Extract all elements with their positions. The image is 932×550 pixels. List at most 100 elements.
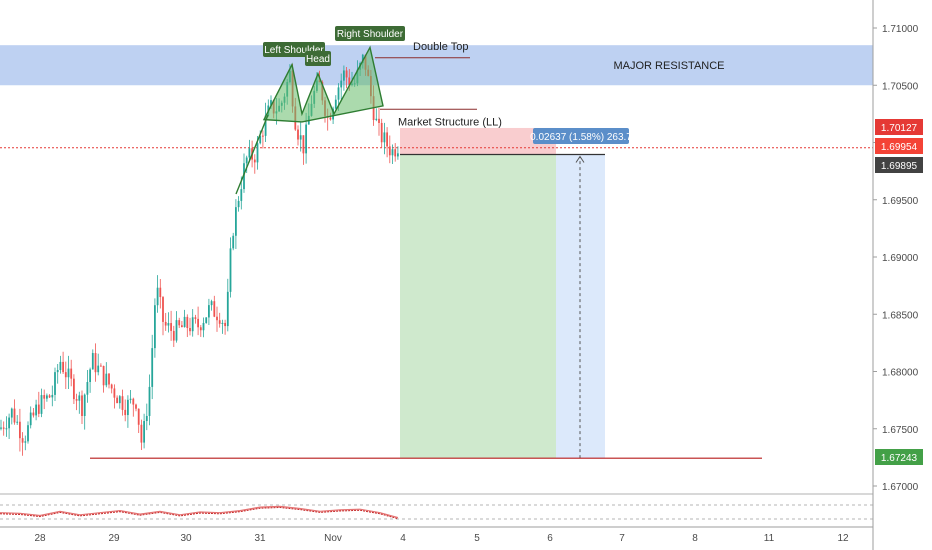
double-top-label: Double Top [413,41,468,53]
candle-body [156,287,159,306]
candle-body [218,320,221,324]
badge-current-text: 1.69954 [881,142,918,153]
right-shoulder-label: Right Shoulder [337,29,404,40]
candle-body [186,316,189,328]
candle-body [208,305,210,318]
measure-label: 0.02637 (1.58%) 263.7 [530,132,632,143]
candle-body [305,124,307,154]
candle-body [216,316,218,321]
candle-body [151,348,154,387]
candle-body [164,321,167,326]
head-label: Head [306,54,330,65]
candle-body [70,368,73,379]
candle-body [202,322,205,331]
candle-body [181,325,183,328]
candle-body [264,115,267,136]
candle-body [43,395,46,399]
measure-arrowhead [575,155,585,163]
x-tick-label: 28 [34,533,46,544]
badge-stop-text: 1.70127 [881,123,918,134]
candle-body [143,421,145,443]
right-shoulder-tag: Right Shoulder [335,26,405,41]
candle-body [154,305,156,349]
candle-body [40,395,43,414]
candle-body [124,409,127,416]
candle-body [129,398,132,400]
candle-body [232,235,235,249]
candle-body [199,327,202,331]
candle-body [110,384,113,389]
candle-body [78,395,81,401]
x-tick-label: 4 [400,533,406,544]
candle-body [378,118,380,123]
candle-body [243,163,245,190]
candle-body [13,408,16,423]
target-zone [400,154,556,459]
oscillator-line-b [0,506,399,520]
badge-stop: 1.70127 [875,119,923,135]
candle-body [262,135,264,137]
badge-target: 1.67243 [875,449,923,465]
candle-body [35,404,37,416]
x-tick-label: 30 [180,533,192,544]
candle-body [59,361,62,371]
candle-body [343,70,345,81]
oscillator-line-a [0,505,399,519]
candle-body [62,361,64,373]
market-structure-label: Market Structure (LL) [398,116,502,128]
candle-body [159,287,162,298]
candle-body [37,404,40,414]
candle-body [108,373,110,385]
candle-body [197,318,199,328]
candle-body [97,365,100,373]
x-tick-label: 12 [837,533,849,544]
candle-body [0,427,2,429]
head-shoulders-pattern [262,45,384,123]
candle-body [86,382,89,395]
candle-body [167,323,170,326]
candle-body [100,365,102,367]
candle-body [170,323,172,331]
candle-body [380,122,383,143]
resistance-label: MAJOR RESISTANCE [613,60,724,72]
candle-body [113,388,116,398]
y-tick-label: 1.67000 [882,482,919,493]
candle-body [162,297,164,322]
uptrend-line [235,114,269,195]
candle-body [148,386,151,416]
candle-body [172,330,175,341]
candle-body [226,291,229,327]
candle-body [329,117,332,120]
candle-body [8,417,10,429]
candle-body [132,398,135,405]
x-tick-label: 6 [547,533,553,544]
candle-body [253,159,256,163]
y-tick-label: 1.70500 [882,81,919,92]
badge-target-text: 1.67243 [881,453,918,464]
candle-body [191,317,194,332]
candle-body [51,394,54,398]
candle-body [245,157,248,164]
candle-body [89,369,91,383]
stop-zone [400,127,556,155]
candle-body [29,412,32,426]
x-tick-label: 7 [619,533,625,544]
candle-body [64,372,67,378]
candle-body [105,373,108,386]
candle-body [256,143,259,163]
candle-body [386,132,388,147]
candle-body [340,80,343,88]
candle-body [121,396,124,410]
candle-body [205,317,208,323]
candle-body [375,118,378,121]
y-tick-label: 1.71000 [882,24,919,35]
candle-body [145,415,148,422]
candle-body [2,427,5,429]
candle-body [361,54,364,64]
x-tick-label: 8 [692,533,698,544]
left-shoulder-label: Left Shoulder [264,45,324,56]
resistance-zone [0,45,873,86]
candle-body [397,153,399,157]
candle-body [75,399,78,401]
